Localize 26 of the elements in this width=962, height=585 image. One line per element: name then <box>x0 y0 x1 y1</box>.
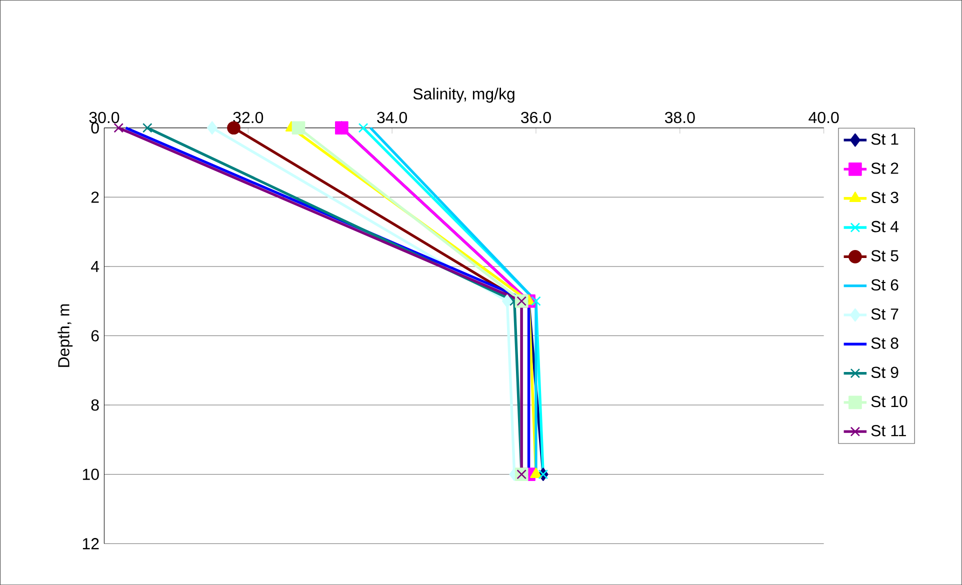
y-tick-label: 0 <box>91 122 99 134</box>
y-tick-label: 2 <box>91 191 99 203</box>
y-tick-label: 6 <box>91 330 99 342</box>
legend-label: St 6 <box>871 279 898 290</box>
x-tick-label: 30.0 <box>89 112 120 124</box>
x-tick-label: 40.0 <box>808 112 839 124</box>
x-tick-label: 38.0 <box>664 112 695 124</box>
x-tick-label: 36.0 <box>521 112 551 124</box>
y-tick-label: 4 <box>90 260 100 272</box>
legend-label: St 3 <box>871 192 898 203</box>
y-axis-title: Depth, m <box>58 304 73 367</box>
legend-label: St 9 <box>871 366 898 378</box>
legend-label: St 4 <box>871 220 899 232</box>
legend-label: St 11 <box>871 424 906 436</box>
legend-label: St 5 <box>871 250 898 262</box>
legend-label: St 10 <box>871 396 908 408</box>
y-tick-label: 8 <box>91 399 99 411</box>
y-tick-label: 10 <box>82 468 99 480</box>
legend-label: St 7 <box>871 308 898 320</box>
legend-label: St 8 <box>871 337 898 349</box>
legend-label: St 1 <box>871 133 898 145</box>
x-tick-label: 34.0 <box>377 112 407 124</box>
x-tick-label: 32.0 <box>233 112 264 124</box>
y-tick-label: 12 <box>82 538 99 550</box>
x-axis-title: Salinity, mg/kg <box>413 88 514 103</box>
legend-label: St 2 <box>871 162 898 174</box>
